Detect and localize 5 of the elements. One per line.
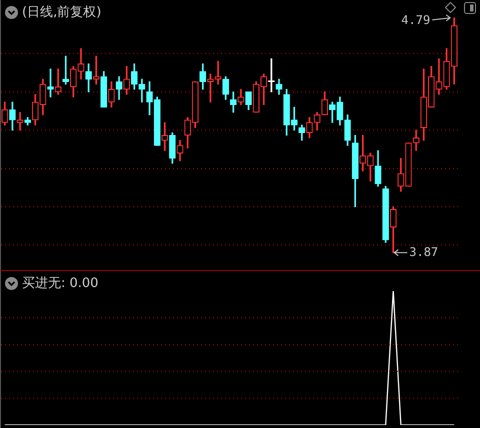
annotation: 4.79 — [401, 12, 430, 27]
chart-title: 买进无: 0.00 — [22, 275, 98, 292]
annotation: 3.87 — [409, 244, 438, 259]
candlestick — [16, 112, 24, 130]
chart-title: (日线,前复权) — [22, 4, 102, 21]
